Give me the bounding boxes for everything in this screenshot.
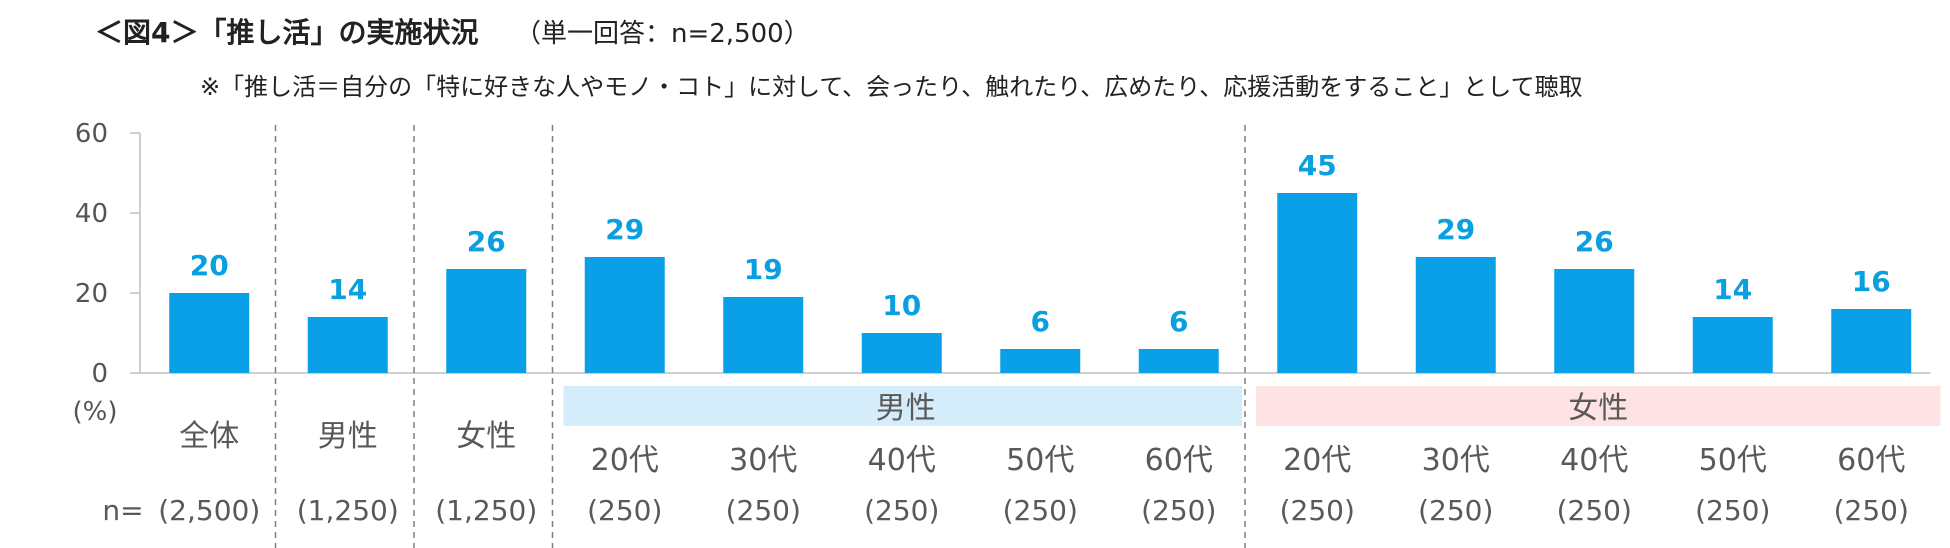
y-axis: 0 20 40 60 [75, 119, 1931, 389]
chart-title-sample: （単一回答：n=2,500） [515, 19, 810, 49]
category-label: 男性 [318, 419, 378, 454]
bar [584, 257, 665, 373]
group-band-male [563, 386, 1242, 426]
group-band-female [1256, 386, 1941, 426]
y-tick-label: 20 [75, 279, 108, 309]
bar [1277, 193, 1358, 373]
group-bands: 男性 女性 [563, 386, 1941, 426]
bar [307, 317, 388, 373]
category-label: 女性 [456, 419, 516, 454]
bar [1000, 349, 1081, 373]
category-labels: 全体 (2,500) 男性 (1,250) 女性 (1,250) 20代 (250) 30代 (2… [158, 419, 1909, 527]
category-label: 20代 [1283, 443, 1351, 478]
category-label: 50代 [1006, 443, 1074, 478]
category-label: 60代 [1145, 443, 1213, 478]
y-tick-label: 40 [75, 199, 108, 229]
section-dividers [274, 125, 1246, 548]
category-label: 30代 [729, 443, 797, 478]
unit-label: (%) [73, 397, 118, 427]
bar [861, 333, 942, 373]
data-label: 14 [328, 273, 367, 306]
sample-size-label: (250) [1280, 494, 1355, 527]
sample-size-label: (1,250) [435, 494, 537, 527]
sample-size-label: (2,500) [158, 494, 260, 527]
sample-size-label: (250) [1557, 494, 1632, 527]
data-label: 45 [1298, 149, 1337, 182]
sample-size-label: (250) [864, 494, 939, 527]
bar [1692, 317, 1773, 373]
data-label: 20 [190, 249, 229, 282]
category-label: 40代 [868, 443, 936, 478]
sample-size-label: (250) [1695, 494, 1770, 527]
category-label: 40代 [1560, 443, 1628, 478]
data-label: 10 [882, 289, 921, 322]
sample-size-label: (250) [1418, 494, 1493, 527]
category-label: 60代 [1837, 443, 1905, 478]
sample-size-label: (250) [726, 494, 801, 527]
sample-size-label: (1,250) [297, 494, 399, 527]
category-label: 50代 [1699, 443, 1767, 478]
sample-size-label: (250) [1834, 494, 1909, 527]
bar [169, 293, 250, 373]
chart-title: ＜図4＞「推し活」の実施状況 [95, 16, 478, 49]
y-tick-label: 60 [75, 119, 108, 149]
data-label: 6 [1031, 305, 1050, 338]
bar [1831, 309, 1912, 373]
bar [446, 269, 527, 373]
category-label: 20代 [591, 443, 659, 478]
y-tick-label: 0 [91, 359, 108, 389]
data-label: 26 [467, 225, 506, 258]
bar [1554, 269, 1635, 373]
chart-note: ※「推し活＝自分の「特に好きな人やモノ・コト」に対して、会ったり、触れたり、広め… [200, 73, 1583, 101]
data-label: 6 [1169, 305, 1188, 338]
bar [1138, 349, 1219, 373]
data-label: 29 [1436, 213, 1475, 246]
sample-size-label: (250) [587, 494, 662, 527]
data-label: 29 [605, 213, 644, 246]
bars: 20 14 26 29 19 10 6 6 45 29 26 14 16 [169, 149, 1912, 373]
bar [723, 297, 804, 373]
sample-size-label: (250) [1003, 494, 1078, 527]
category-label: 30代 [1422, 443, 1490, 478]
group-label-male: 男性 [876, 391, 936, 426]
sample-size-label: (250) [1141, 494, 1216, 527]
bar [1415, 257, 1496, 373]
data-label: 26 [1575, 225, 1614, 258]
group-label-female: 女性 [1568, 391, 1628, 426]
data-label: 16 [1852, 265, 1891, 298]
data-label: 19 [744, 253, 783, 286]
n-prefix: n= [102, 494, 143, 527]
data-label: 14 [1713, 273, 1752, 306]
category-label: 全体 [179, 419, 239, 454]
